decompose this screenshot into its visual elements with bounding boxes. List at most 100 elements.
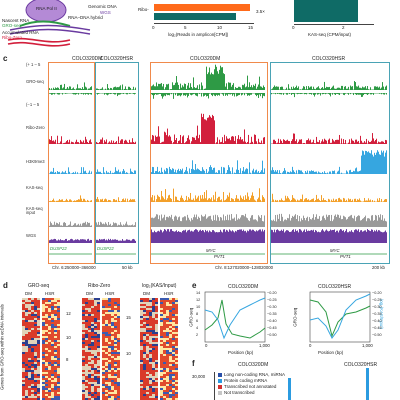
top-kas-chart: 0 2 KAS-seq (CPM/input) [290, 0, 400, 45]
e-axes-frame [204, 291, 266, 343]
e-xtick-1000-dm: 1,000 [259, 343, 270, 348]
kas-tick-2: 2 [342, 25, 345, 30]
panel-d-letter: d [3, 281, 8, 290]
kas-xlabel: KAS-seq (CPM/input) [308, 32, 352, 37]
e-ytick-right-hsr: −0.20 [372, 291, 382, 295]
bar-tick-0: 0 [152, 25, 155, 30]
gene-right-myc: MYC [330, 248, 340, 253]
gene-mid-pvt1: PVT1 [214, 254, 225, 259]
box-left-dm [48, 62, 95, 264]
kas-bar [294, 0, 358, 22]
signal-L-4 [49, 195, 92, 202]
track-label-gro-plus: (+ 1 – 5 [26, 62, 41, 67]
f-legend-swatch [218, 373, 222, 377]
panel-c-letter: c [3, 54, 8, 63]
panel-e-letter: e [192, 281, 197, 290]
f-legend-label: Protein coding mRNA [224, 378, 268, 383]
coord-mid: Chr. 8:127020000–128020000 [215, 265, 274, 270]
e-kas-line-dm [204, 297, 266, 340]
e-title-hsr: COLO320HSR [318, 284, 352, 290]
heatmap-col-2 [82, 298, 100, 400]
bar-xlabel: log₂(Reads in amplicon[CPM]) [168, 32, 229, 37]
c-title-left-hsr: COLO320HSR [100, 56, 134, 62]
f-legend-swatch [218, 391, 222, 395]
c-title-mid-hsr: COLO320HSR [312, 56, 346, 62]
f-title-dm: COLO320DM [238, 362, 269, 368]
d-tick1-12: 12 [66, 311, 71, 316]
signal-L2-3 [96, 167, 136, 174]
f-legend-swatch [218, 379, 222, 383]
e-title-dm: COLO320DM [228, 284, 259, 290]
bar-annotation: 3.5× [256, 9, 265, 14]
e-ytick-right: −0.50 [267, 333, 277, 337]
genomic-dna-label: Genomic DNA [88, 4, 117, 9]
e-ytick-right: −0.40 [267, 319, 277, 323]
signal-L2-4 [96, 196, 136, 202]
wgs-label: WGS [100, 10, 111, 15]
gro-seq-legend-label: GRO-seq [2, 23, 22, 28]
d-hsr-2: HSR [105, 291, 115, 296]
e-ytick-right-hsr: −0.25 [372, 298, 382, 302]
f-legend-swatch [218, 385, 222, 389]
signal-M-2 [151, 113, 265, 144]
d-hsr-3: HSR [164, 291, 174, 296]
f-ytick: 30,000 [192, 374, 206, 379]
e-ytick-left: 4 [196, 326, 199, 330]
e-kas-line-hsr [309, 293, 371, 339]
e-ytick-right-hsr: −0.45 [372, 326, 382, 330]
e-ytick-right: −0.35 [267, 312, 277, 316]
e-xlabel-hsr: Position (bp) [318, 350, 344, 355]
f-legend-label: Not transcribed [224, 390, 255, 395]
f-bar-hsr [366, 368, 369, 400]
d-hsr-1: HSR [45, 291, 55, 296]
panel-f-letter: f [192, 359, 195, 368]
d-tick2-10: 10 [126, 351, 131, 356]
signal-R-1 [271, 93, 387, 98]
signal-M-5 [151, 213, 265, 227]
e-xlabel-dm: Position (bp) [228, 350, 254, 355]
e-gro-line-hsr [309, 299, 371, 338]
c-title-left-dm: COLO320DM [72, 56, 103, 62]
e-ytick-right-hsr: −0.40 [372, 319, 382, 323]
e-ytick-left: 8 [196, 312, 199, 316]
bar-tick-5: 5 [184, 25, 187, 30]
heatmap-col-4 [140, 298, 158, 400]
d-col1-title: GRO-seq [28, 283, 50, 289]
e-ytick-right: −0.30 [267, 305, 277, 309]
signal-M-1 [151, 93, 265, 99]
e-xtick-0-hsr: 0 [309, 343, 312, 348]
top-schematic: RNA Pol II Genomic DNA WGS Nascent RNA G… [0, 0, 130, 50]
heatmap-col-3 [102, 298, 120, 400]
bar-axis [154, 23, 254, 24]
f-legend-label: Transcribed not annotated [224, 384, 277, 389]
e-gro-line-dm [204, 299, 266, 339]
heatmap-col-5 [160, 298, 178, 400]
f-title-hsr: COLO320HSR [344, 362, 378, 368]
signal-L-2 [49, 135, 92, 144]
e-ytick-left: 2 [196, 333, 199, 337]
f-axis [214, 372, 215, 400]
box-left-hsr [95, 62, 139, 264]
box-mid-dm [150, 62, 268, 264]
bar-tick-10: 10 [217, 25, 223, 30]
d-tick2-15: 15 [126, 315, 131, 320]
coord-left: Chr. 6:250000–366000 [52, 265, 96, 270]
signal-L-1 [49, 93, 92, 95]
signal-R-4 [271, 193, 387, 202]
signal-R-5 [271, 213, 387, 227]
kas-tick-0: 0 [292, 25, 295, 30]
d-tick1-10: 10 [66, 335, 71, 340]
signal-L2-6 [96, 238, 136, 243]
heatmap-col-1 [42, 298, 60, 400]
e-ytick-left: 10 [196, 305, 201, 309]
signal-L2-5 [96, 221, 136, 227]
signal-L2-1 [96, 93, 136, 97]
f-legend: Long non-coding RNA, miRNA Protein codin… [218, 372, 338, 400]
signal-M-3 [151, 160, 265, 174]
rna-pol-label: RNA Pol II [36, 6, 57, 11]
bar-bottom [154, 13, 236, 20]
d-dm-2: DM [86, 291, 93, 296]
top-bar-chart: Ribo- 0 5 10 15 log₂(Reads in amplicon[C… [138, 0, 265, 45]
signal-M-4 [151, 188, 265, 202]
